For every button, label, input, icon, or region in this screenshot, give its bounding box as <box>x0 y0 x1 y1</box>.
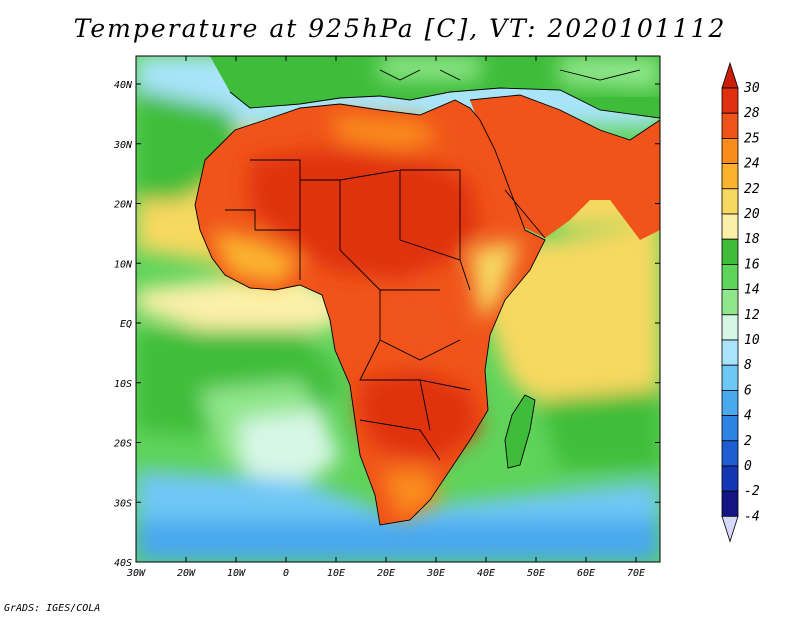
lat-tick-label: 30N <box>113 140 133 151</box>
ocean-gradient <box>136 56 660 562</box>
lat-tick-label: 30S <box>113 498 132 509</box>
lon-tick-label: 10W <box>227 568 246 579</box>
colorbar-label: 18 <box>744 232 760 247</box>
lon-tick-label: 10E <box>327 568 345 579</box>
lon-tick-label: 30W <box>126 568 146 579</box>
colorbar-label: 2 <box>744 434 752 449</box>
colorbar-label: -2 <box>744 484 760 499</box>
colorbar-swatch <box>721 112 739 139</box>
colorbar-label: 0 <box>744 459 752 474</box>
colorbar-swatch <box>721 490 739 517</box>
credit-text: GrADS: IGES/COLA <box>4 603 101 614</box>
colorbar-label: 16 <box>744 257 760 272</box>
colorbar-label: 28 <box>744 106 760 121</box>
colorbar-label: 6 <box>744 383 752 398</box>
colorbar-swatch <box>721 289 739 316</box>
lat-tick-label: 40S <box>114 558 132 569</box>
map-title: Temperature at 925hPa [C], VT: 202010111… <box>73 14 727 43</box>
colorbar-swatch <box>721 163 739 190</box>
lat-tick-label: EQ <box>120 319 132 330</box>
arabia-landmass <box>470 95 660 240</box>
lat-tick-label: 20S <box>114 439 132 450</box>
lat-axis: 40N 30N 20N 10N EQ 10S 20S 30S 40S <box>113 80 660 569</box>
colorbar-swatch <box>721 364 739 391</box>
madagascar <box>505 395 535 468</box>
colorbar-label: 14 <box>744 283 760 298</box>
colorbar-swatch <box>721 339 739 366</box>
colorbar-swatch <box>721 389 739 416</box>
lon-tick-label: 30E <box>426 568 445 579</box>
lon-tick-label: 60E <box>577 568 595 579</box>
lon-tick-label: 40E <box>477 568 495 579</box>
colorbar-swatch <box>721 263 739 290</box>
lon-axis: 30W 20W 10W 0 10E 20E 30E 40E 50E 60E 70E <box>126 56 645 579</box>
colorbar-swatch <box>721 440 739 467</box>
colorbar-label: 4 <box>744 409 752 424</box>
lat-tick-label: 40N <box>114 80 133 91</box>
lon-tick-label: 20E <box>377 568 395 579</box>
lon-tick-label: 50E <box>527 568 545 579</box>
map-frame <box>135 55 661 563</box>
map-field <box>136 56 660 562</box>
colorbar-swatch <box>721 415 739 442</box>
colorbar-swatch <box>721 213 739 240</box>
lon-tick-label: 20W <box>177 568 196 579</box>
colorbar-label: 30 <box>743 81 760 96</box>
europe-landmass <box>210 56 660 118</box>
colorbar-label: 24 <box>744 157 760 172</box>
colorbar-label: 12 <box>744 308 760 323</box>
colorbar-bottom-arrow <box>721 516 739 543</box>
lat-tick-label: 20N <box>114 200 133 211</box>
lon-tick-label: 0 <box>283 568 289 579</box>
colorbar-label: 20 <box>744 207 760 222</box>
colorbar-swatch <box>721 238 739 265</box>
colorbar-label: 25 <box>744 131 760 146</box>
lon-tick-label: 70E <box>627 568 645 579</box>
north-gradient <box>380 56 660 90</box>
colorbar-label: -4 <box>744 509 760 524</box>
colorbar-top-arrow <box>721 61 739 89</box>
coastlines-and-borders <box>194 69 660 526</box>
colorbar-swatch <box>721 137 739 164</box>
colorbar-swatch <box>721 87 739 114</box>
lat-tick-label: 10S <box>114 379 132 390</box>
lat-tick-label: 10N <box>114 259 133 270</box>
africa-heat <box>210 115 520 520</box>
colorbar-label: 10 <box>744 333 760 348</box>
colorbar-label: 8 <box>744 358 752 373</box>
colorbar-swatch <box>721 188 739 215</box>
colorbar-label: 22 <box>744 182 760 197</box>
colorbar-swatch <box>721 314 739 341</box>
colorbar-swatch <box>721 465 739 492</box>
